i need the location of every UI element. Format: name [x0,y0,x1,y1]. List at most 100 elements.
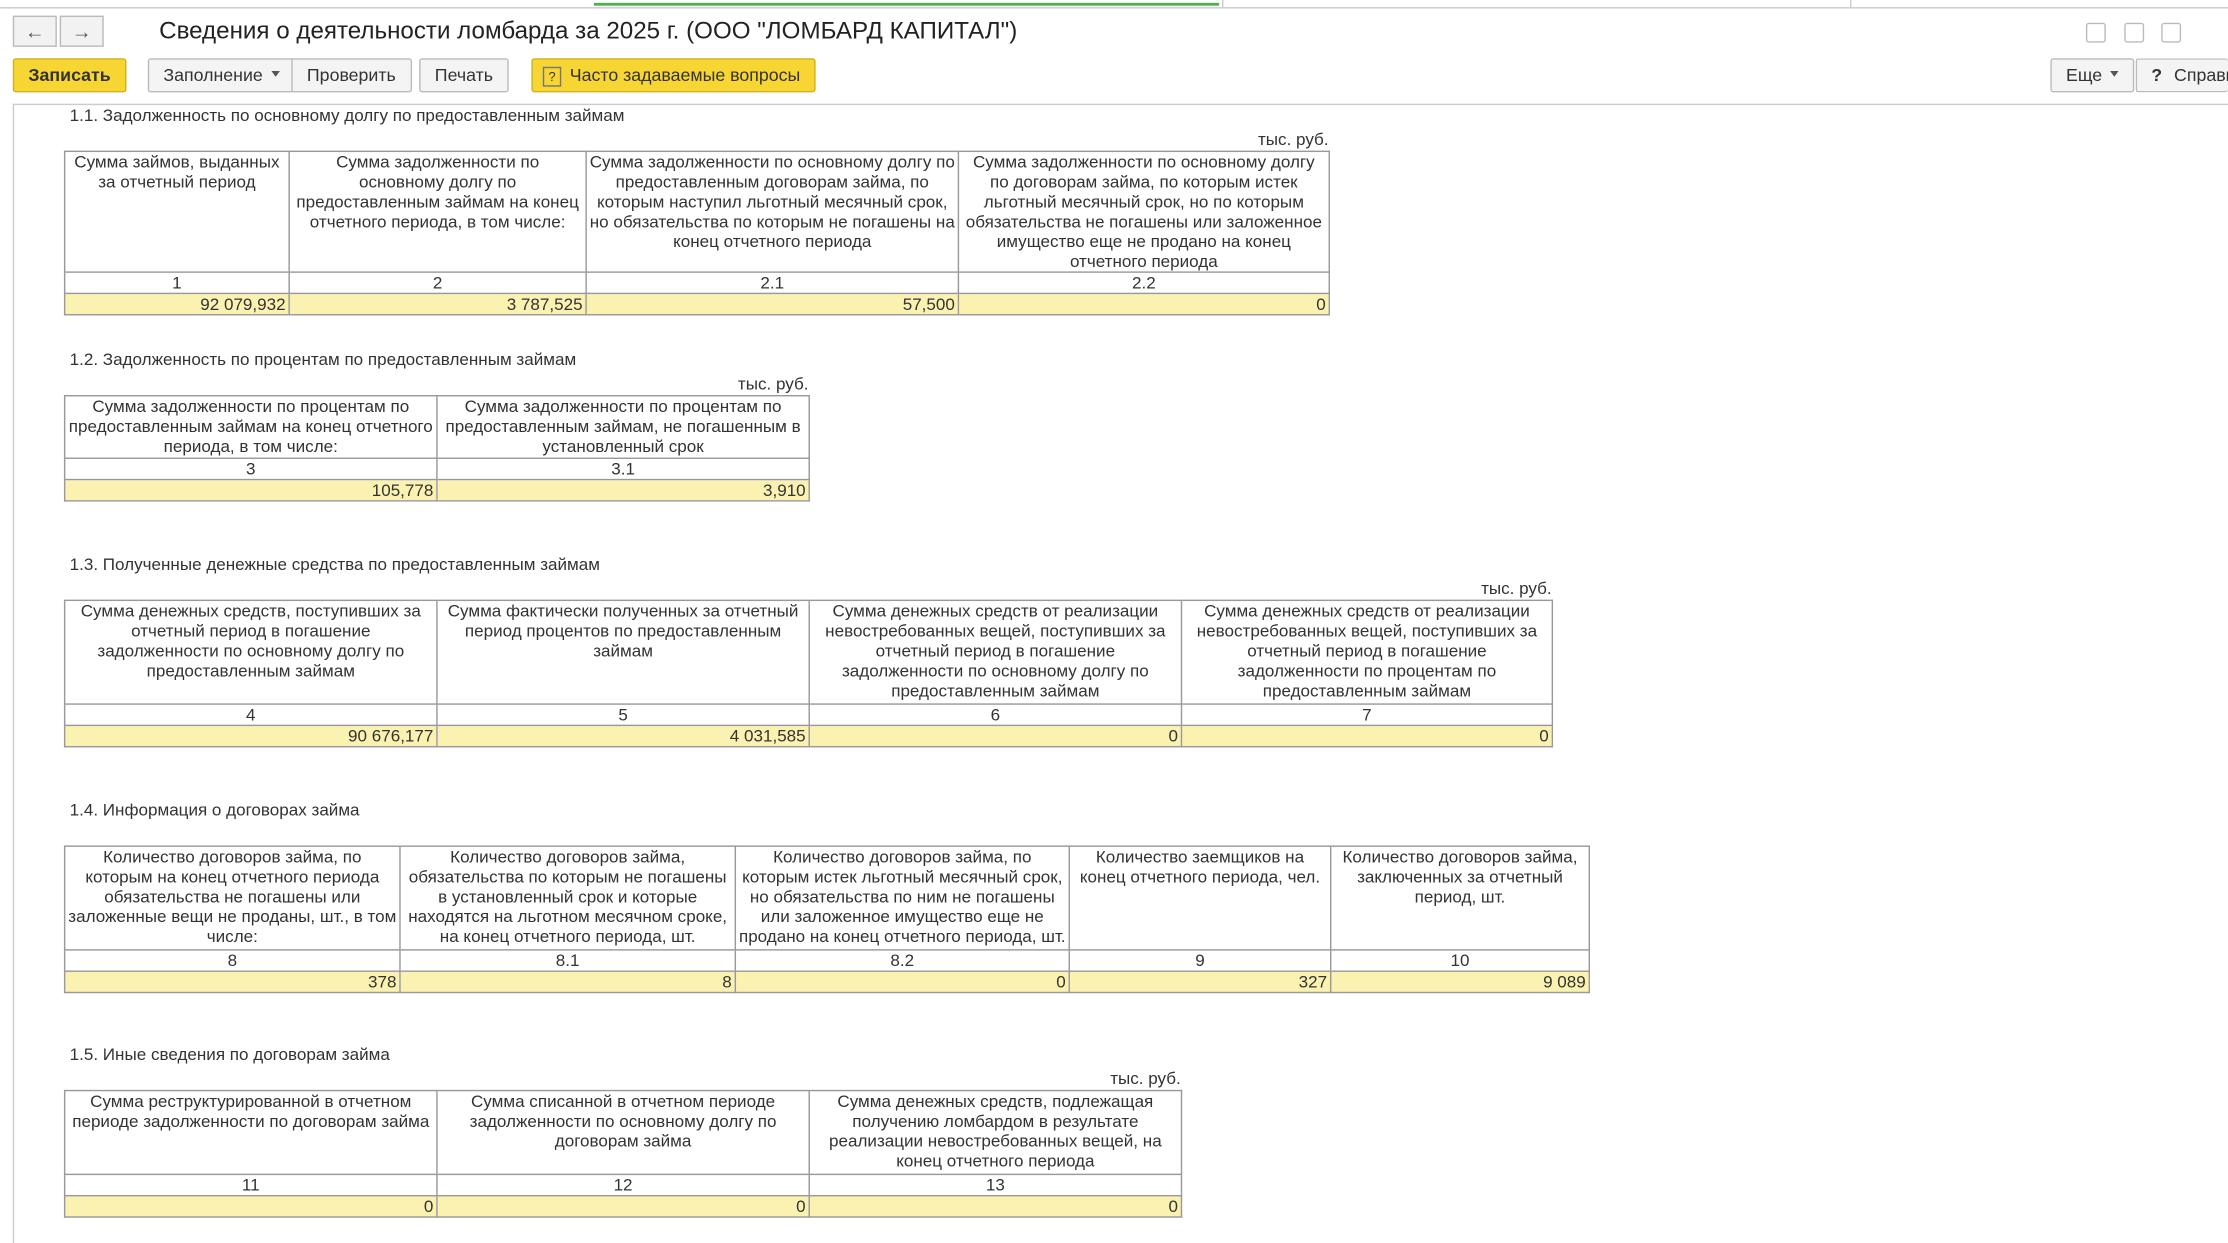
section-title: 1.1. Задолженность по основному долгу по… [69,105,625,126]
print-icon[interactable] [2124,22,2145,43]
unit-label: тыс. руб. [1110,1068,1181,1089]
column-header: Сумма реструктурированной в отчетном пер… [63,1089,438,1176]
value-row: 378 8 0 327 9 089 [63,970,1591,994]
value-row: 105,778 3,910 [63,478,810,502]
value-row: 90 676,177 4 031,585 0 0 [63,724,1554,748]
column-code: 6 [808,703,1183,727]
help-button[interactable]: Справка [2135,58,2228,93]
column-code: 10 [1329,949,1591,972]
window-title: Сведения о деятельности ломбарда за 2025… [159,17,1018,45]
section: 1.5. Иные сведения по договорам займа тыс… [63,1044,1183,1218]
column-code: 2.2 [957,271,1330,295]
column-header: Сумма задолженности по процентам по пред… [436,395,810,459]
code-row: 8 8.1 8.2 9 10 [63,949,1591,972]
check-button[interactable]: Проверить [291,58,412,93]
save-icon[interactable] [2085,22,2106,43]
value-cell: 3 787,525 [288,292,587,316]
faq-button[interactable]: Часто задаваемые вопросы [531,58,816,93]
column-code: 3.1 [436,457,810,481]
column-header: Сумма займов, выданных за отчетный перио… [63,150,290,273]
unit-label: тыс. руб. [737,373,809,394]
value-cell: 0 [63,1194,438,1218]
form-area [12,103,2228,1243]
fill-button[interactable]: Заполнение [147,58,296,93]
value-cell: 0 [808,724,1183,748]
column-code: 13 [808,1173,1183,1197]
value-cell: 327 [1068,970,1332,994]
header-row: Сумма реструктурированной в отчетном пер… [63,1089,1183,1176]
value-cell: 378 [63,970,401,994]
header-row: Количество договоров займа, по которым н… [63,845,1591,951]
column-header: Сумма денежных средств от реализации нев… [1180,599,1554,705]
header-row: Сумма займов, выданных за отчетный перио… [63,150,1330,273]
column-header: Количество заемщиков на конец отчетного … [1068,845,1332,951]
data-table: Количество договоров займа, по которым н… [63,845,1591,994]
value-cell: 57,500 [585,292,960,316]
value-cell: 0 [436,1194,810,1218]
column-header: Сумма денежных средств, поступивших за о… [63,599,438,705]
section-title: 1.5. Иные сведения по договорам займа [69,1044,390,1065]
section: 1.4. Информация о договорах займа Количес… [63,799,1591,994]
unit-label: тыс. руб. [1481,578,1552,599]
value-cell: 9 089 [1329,970,1591,994]
column-header: Количество договоров займа, заключенных … [1329,845,1591,951]
tab-strip [0,0,2228,9]
value-cell: 0 [808,1194,1183,1218]
forward-button[interactable]: → [59,15,104,47]
value-cell: 0 [957,292,1330,316]
data-table: Сумма реструктурированной в отчетном пер… [63,1089,1183,1218]
value-cell: 0 [1180,724,1554,748]
value-cell: 3,910 [436,478,810,502]
section: 1.3. Полученные денежные средства по пре… [63,554,1554,748]
column-code: 2 [288,271,587,295]
save-button[interactable]: Записать [12,58,127,93]
data-table: Сумма займов, выданных за отчетный перио… [63,150,1330,316]
active-tab [593,2,1220,6]
value-cell: 0 [734,970,1070,994]
column-code: 9 [1068,949,1332,972]
section-title: 1.4. Информация о договорах займа [69,799,360,820]
column-header: Сумма задолженности по процентам по пред… [63,395,438,459]
column-code: 5 [436,703,810,727]
tab-separator [1850,0,1852,8]
code-row: 3 3.1 [63,457,810,481]
column-code: 1 [63,271,290,295]
tab-separator [1221,0,1224,8]
section-title: 1.2. Задолженность по процентам по предо… [69,349,577,370]
section: 1.2. Задолженность по процентам по предо… [63,349,810,502]
value-row: 92 079,932 3 787,525 57,500 0 [63,292,1330,316]
column-code: 8 [63,949,401,972]
column-code: 7 [1180,703,1554,727]
column-header: Сумма задолженности по основному долгу п… [585,150,960,273]
column-header: Количество договоров займа, по которым и… [734,845,1070,951]
section-title: 1.3. Полученные денежные средства по пре… [69,554,600,575]
column-header: Количество договоров займа, обязательств… [399,845,737,951]
value-cell: 90 676,177 [63,724,438,748]
column-header: Сумма денежных средств, подлежащая получ… [808,1089,1183,1176]
value-cell: 92 079,932 [63,292,290,316]
code-row: 1 2 2.1 2.2 [63,271,1330,295]
print-button[interactable]: Печать [419,58,509,93]
column-code: 3 [63,457,438,481]
column-code: 11 [63,1173,438,1197]
preview-icon[interactable] [2161,22,2182,43]
more-button[interactable]: Еще [2050,58,2135,93]
value-cell: 8 [399,970,737,994]
column-header: Количество договоров займа, по которым н… [63,845,401,951]
column-header: Сумма фактически полученных за отчетный … [436,599,810,705]
column-code: 2.1 [585,271,960,295]
column-header: Сумма задолженности по основному долгу п… [957,150,1330,273]
data-table: Сумма задолженности по процентам по пред… [63,395,810,502]
code-row: 11 12 13 [63,1173,1183,1197]
column-header: Сумма списанной в отчетном периоде задол… [436,1089,810,1176]
column-code: 12 [436,1173,810,1197]
back-button[interactable]: ← [12,15,57,47]
value-cell: 4 031,585 [436,724,810,748]
column-code: 8.1 [399,949,737,972]
header-row: Сумма денежных средств, поступивших за о… [63,599,1554,705]
column-header: Сумма денежных средств от реализации нев… [808,599,1183,705]
